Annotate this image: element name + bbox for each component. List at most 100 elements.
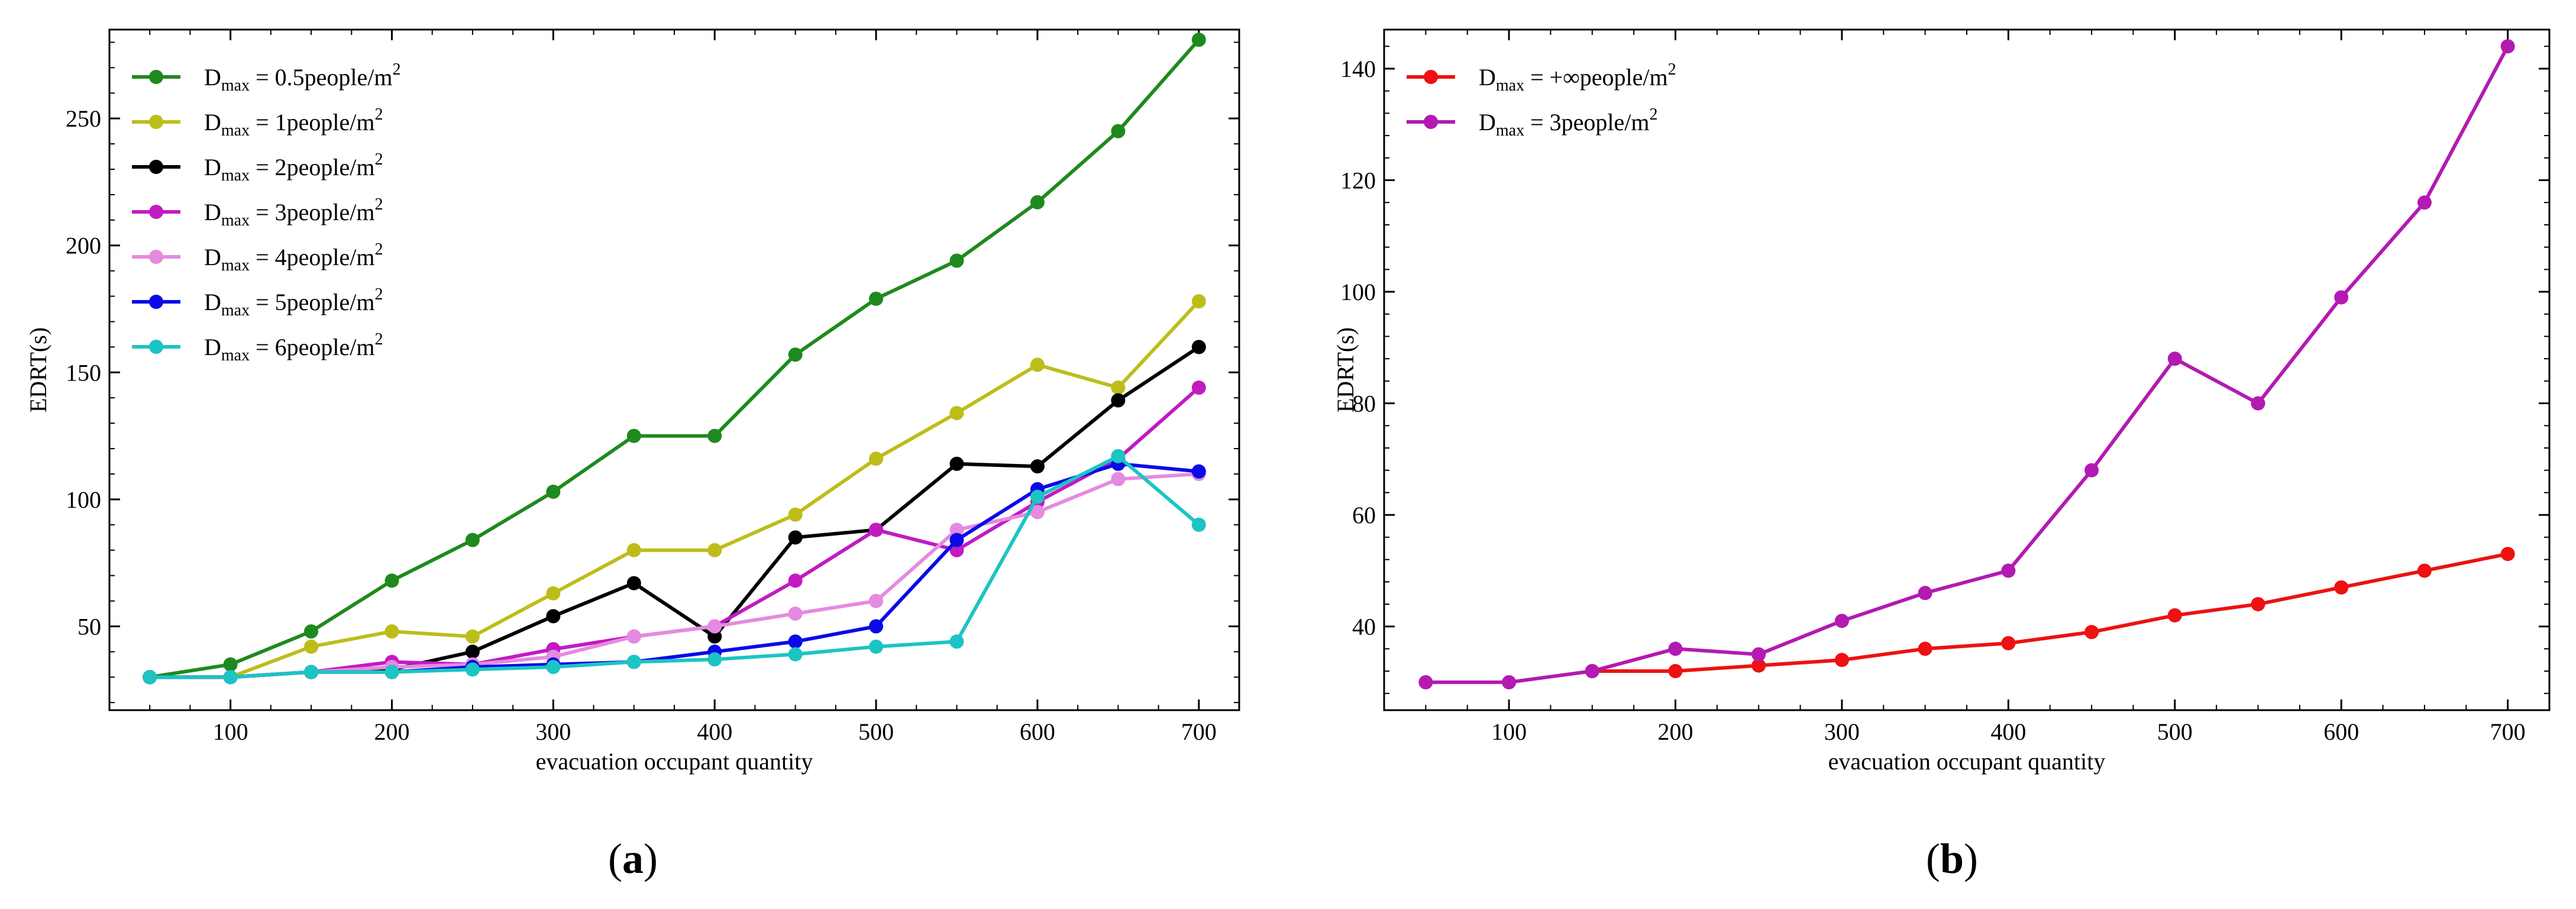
- data-point: [949, 523, 964, 537]
- series-1: [1418, 39, 2515, 689]
- y-tick-label: 80: [1352, 391, 1376, 417]
- data-point: [788, 347, 803, 362]
- legend-swatch-marker: [149, 340, 163, 354]
- data-point: [626, 576, 641, 591]
- y-tick-label: 100: [1340, 279, 1376, 305]
- data-point: [1668, 664, 1683, 679]
- x-tick-label: 400: [1990, 718, 2026, 745]
- x-tick-label: 600: [1020, 718, 1055, 745]
- data-point: [2084, 463, 2099, 478]
- data-point: [223, 670, 238, 685]
- y-tick-label: 60: [1352, 502, 1376, 528]
- data-point: [707, 629, 722, 644]
- series-0: [1585, 547, 2515, 679]
- data-point: [465, 533, 480, 547]
- data-point: [869, 594, 884, 608]
- x-tick-label: 700: [2490, 718, 2526, 745]
- y-tick-label: 50: [77, 613, 101, 640]
- x-tick-label: 200: [374, 718, 410, 745]
- data-point: [2167, 352, 2182, 366]
- legend-swatch-marker: [149, 295, 163, 309]
- data-point: [1751, 647, 1766, 662]
- data-point: [949, 456, 964, 471]
- data-point: [2001, 636, 2016, 650]
- series-line: [150, 454, 1200, 679]
- legend: Dmax = 0.5people/m2 Dmax = 1people/m2 Dmax…: [132, 60, 401, 365]
- data-point: [143, 670, 157, 685]
- x-tick-label: 500: [858, 718, 894, 745]
- legend-item: Dmax = 0.5people/m2: [132, 60, 401, 95]
- data-point: [1111, 124, 1126, 138]
- data-point: [1191, 381, 1206, 395]
- panel-label: (a): [608, 835, 658, 882]
- data-point: [869, 639, 884, 654]
- panel-label: (b): [1926, 835, 1978, 882]
- data-point: [949, 253, 964, 268]
- legend-swatch-marker: [149, 205, 163, 219]
- y-tick-label: 120: [1340, 167, 1376, 194]
- data-point: [1834, 614, 1849, 628]
- data-point: [1111, 472, 1126, 486]
- x-tick-label: 100: [1491, 718, 1527, 745]
- data-point: [788, 530, 803, 545]
- data-point: [2334, 290, 2349, 305]
- data-point: [1191, 294, 1206, 309]
- data-point: [869, 291, 884, 306]
- y-tick-label: 250: [66, 105, 101, 132]
- data-point: [1111, 449, 1126, 463]
- data-point: [384, 573, 399, 588]
- data-point: [546, 609, 561, 624]
- x-tick-label: 700: [1181, 718, 1217, 745]
- x-tick-label: 400: [697, 718, 732, 745]
- data-point: [626, 655, 641, 669]
- data-point: [2167, 608, 2182, 623]
- data-point: [1030, 459, 1045, 474]
- x-tick-label: 100: [213, 718, 248, 745]
- legend-swatch-marker: [149, 160, 163, 174]
- y-axis-label: EDRT(s): [25, 327, 51, 412]
- legend-swatch-marker: [1424, 115, 1438, 129]
- data-point: [2417, 563, 2432, 578]
- data-point: [2251, 396, 2265, 411]
- series-line: [1592, 552, 2509, 673]
- data-point: [546, 586, 561, 601]
- legend-label: Dmax = 3people/m2: [1479, 105, 1658, 140]
- data-point: [384, 665, 399, 679]
- data-point: [707, 652, 722, 667]
- data-point: [465, 662, 480, 677]
- y-tick-label: 150: [66, 359, 101, 386]
- data-point: [1191, 33, 1206, 47]
- data-point: [949, 543, 964, 557]
- data-point: [2500, 547, 2515, 562]
- legend-label: Dmax = 2people/m2: [204, 150, 383, 185]
- legend: Dmax = +∞people/m2 Dmax = 3people/m2: [1407, 60, 1676, 140]
- data-point: [626, 543, 641, 557]
- series-3: [143, 381, 1206, 685]
- data-point: [1191, 340, 1206, 354]
- data-point: [626, 428, 641, 443]
- chart-panel-a: 100 200 300 400 500 600 700 50 100 150 200 250 evacu…: [25, 28, 1240, 882]
- data-point: [1585, 664, 1599, 679]
- data-point: [2334, 580, 2349, 595]
- data-point: [1502, 675, 1517, 689]
- data-point: [1418, 675, 1433, 689]
- data-point: [1918, 642, 1932, 656]
- legend-label: Dmax = 1people/m2: [204, 105, 383, 140]
- chart-panel-b: 100 200 300 400 500 600 700 40 60 80 100 120 140 evac…: [1332, 28, 2551, 882]
- y-axis-label: EDRT(s): [1332, 327, 1359, 412]
- data-point: [869, 523, 884, 537]
- legend-swatch-marker: [149, 70, 163, 84]
- data-point: [2251, 597, 2265, 611]
- legend-item: Dmax = 2people/m2: [132, 150, 383, 185]
- data-point: [304, 639, 319, 654]
- legend-label: Dmax = 3people/m2: [204, 195, 383, 230]
- legend-label: Dmax = 0.5people/m2: [204, 60, 401, 95]
- x-axis-label: evacuation occupant quantity: [1828, 748, 2106, 775]
- legend-swatch-marker: [1424, 70, 1438, 84]
- legend-item: Dmax = +∞people/m2: [1407, 60, 1676, 95]
- x-tick-label: 300: [1824, 718, 1860, 745]
- x-tick-label: 500: [2157, 718, 2193, 745]
- data-point: [949, 533, 964, 547]
- data-point: [2084, 625, 2099, 640]
- data-point: [1751, 658, 1766, 673]
